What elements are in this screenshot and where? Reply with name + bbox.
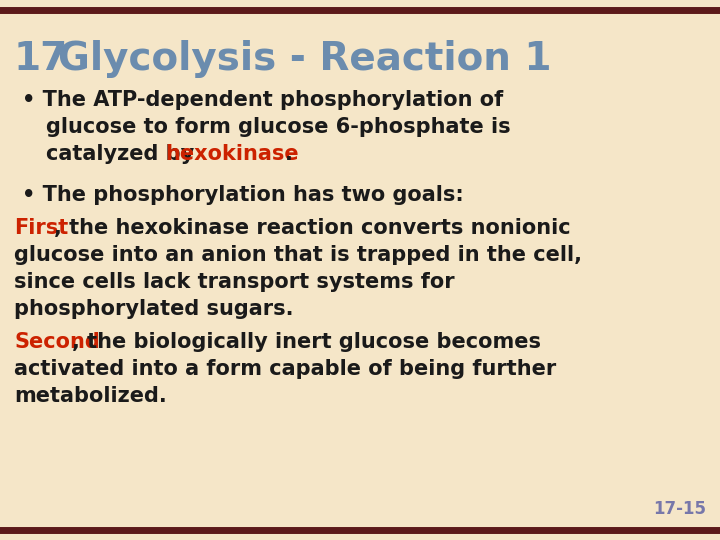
Text: Second: Second [14, 332, 100, 352]
Text: phosphorylated sugars.: phosphorylated sugars. [14, 299, 294, 319]
Text: • The ATP-dependent phosphorylation of: • The ATP-dependent phosphorylation of [22, 90, 503, 110]
Text: First: First [14, 218, 68, 238]
Text: metabolized.: metabolized. [14, 386, 167, 406]
Text: catalyzed by: catalyzed by [46, 144, 202, 164]
Text: glucose into an anion that is trapped in the cell,: glucose into an anion that is trapped in… [14, 245, 582, 265]
Text: , the biologically inert glucose becomes: , the biologically inert glucose becomes [72, 332, 541, 352]
Text: glucose to form glucose 6-phosphate is: glucose to form glucose 6-phosphate is [46, 117, 510, 137]
Text: 17: 17 [14, 40, 68, 78]
Text: hexokinase: hexokinase [165, 144, 299, 164]
Text: • The phosphorylation has two goals:: • The phosphorylation has two goals: [22, 185, 464, 205]
Text: 17-15: 17-15 [653, 500, 706, 518]
Text: , the hexokinase reaction converts nonionic: , the hexokinase reaction converts nonio… [54, 218, 571, 238]
Text: .: . [285, 144, 293, 164]
Text: activated into a form capable of being further: activated into a form capable of being f… [14, 359, 557, 379]
Text: since cells lack transport systems for: since cells lack transport systems for [14, 272, 454, 292]
Text: Glycolysis - Reaction 1: Glycolysis - Reaction 1 [58, 40, 552, 78]
